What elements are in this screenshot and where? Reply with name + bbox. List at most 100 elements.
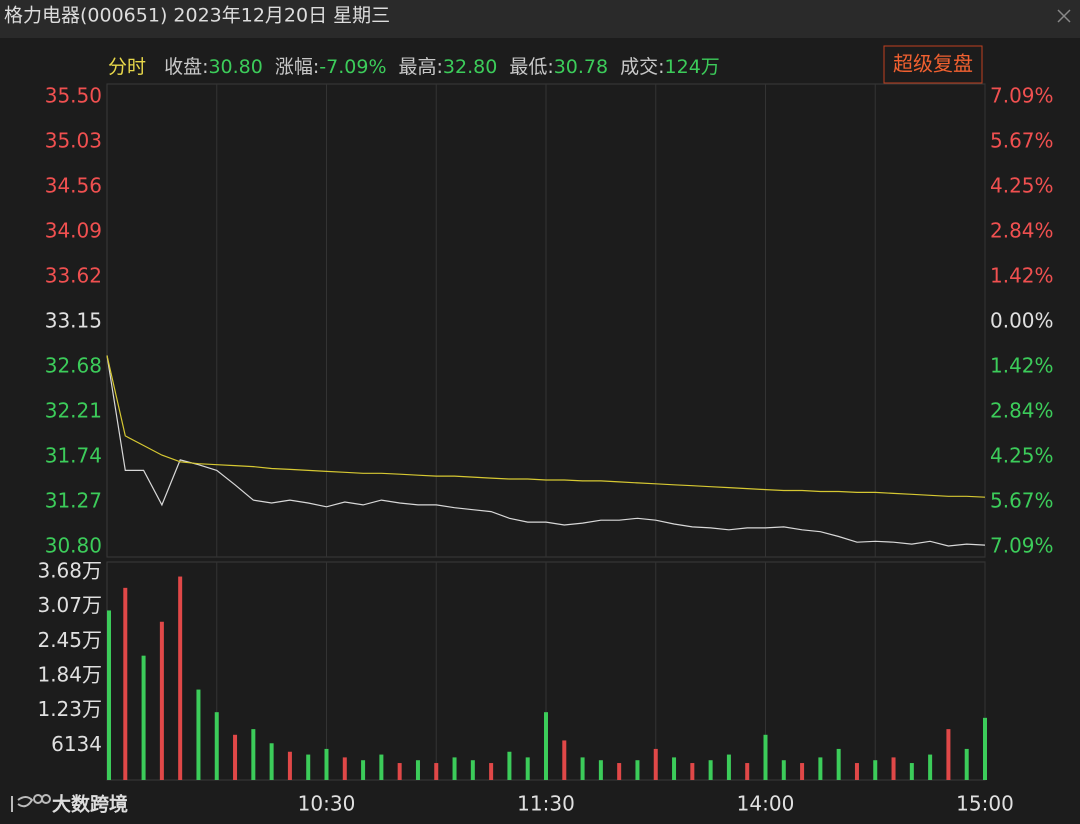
x-tick-label: 10:30 bbox=[298, 792, 356, 816]
y-tick-label: 33.62 bbox=[45, 264, 102, 288]
y-tick-label: 3.07万 bbox=[37, 593, 102, 617]
volume-bar bbox=[928, 754, 933, 780]
stat-label: 成交: bbox=[620, 56, 664, 78]
y2-tick-label: 4.25% bbox=[990, 174, 1054, 198]
title: 格力电器(000651) 2023年12月20日 星期三 bbox=[4, 5, 390, 27]
stat-label: 收盘: bbox=[164, 56, 208, 78]
volume-bar bbox=[379, 754, 384, 780]
volume-bar bbox=[525, 757, 530, 780]
y-tick-label: 1.23万 bbox=[37, 697, 102, 721]
stat-label: 最低: bbox=[509, 56, 553, 78]
x-tick-label: 11:30 bbox=[517, 792, 575, 816]
volume-bar bbox=[415, 760, 420, 780]
volume-bar bbox=[470, 760, 475, 780]
stat-label: 最高: bbox=[399, 56, 443, 78]
volume-bar bbox=[726, 754, 731, 780]
volume-bar bbox=[233, 734, 238, 780]
y2-tick-label: 2.84% bbox=[990, 399, 1054, 423]
y-tick-label: 6134 bbox=[51, 732, 102, 756]
volume-bar bbox=[854, 763, 859, 780]
volume-bar bbox=[763, 734, 768, 780]
volume-bar bbox=[324, 748, 329, 780]
y-tick-label: 3.68万 bbox=[37, 559, 102, 583]
volume-bar bbox=[983, 717, 987, 780]
y-tick-label: 31.27 bbox=[45, 489, 102, 513]
volume-bar bbox=[178, 576, 183, 780]
volume-bar bbox=[800, 763, 805, 780]
volume-bar bbox=[107, 610, 111, 780]
mode: 分时 bbox=[108, 56, 146, 78]
volume-bar bbox=[434, 763, 439, 780]
y2-tick-label: 1.42% bbox=[990, 263, 1054, 287]
volume-bar bbox=[617, 763, 622, 780]
y2-tick-label: 4.25% bbox=[990, 443, 1054, 467]
y2-tick-label: 5.67% bbox=[990, 129, 1054, 153]
x-tick-label: 14:00 bbox=[737, 792, 795, 816]
y-tick-label: 34.09 bbox=[45, 219, 102, 243]
volume-bar bbox=[635, 760, 640, 780]
volume-bar bbox=[653, 748, 658, 780]
y2-tick-label: 7.09% bbox=[990, 534, 1054, 558]
volume-bar bbox=[745, 763, 750, 780]
close-icon[interactable] bbox=[1057, 9, 1071, 23]
y2-tick-label: 7.09% bbox=[990, 84, 1054, 108]
volume-bar bbox=[891, 757, 896, 780]
volume-bar bbox=[708, 760, 713, 780]
volume-bar bbox=[598, 760, 603, 780]
volume-bar bbox=[544, 712, 548, 780]
y-tick-label: 34.56 bbox=[45, 174, 102, 198]
stat-value: 30.78 bbox=[554, 56, 608, 78]
volume-bar bbox=[964, 748, 969, 780]
y-tick-label: 1.84万 bbox=[37, 663, 102, 687]
volume-bar bbox=[818, 757, 823, 780]
y2-tick-label: 0.00% bbox=[990, 309, 1054, 333]
stat-value: 30.80 bbox=[208, 56, 262, 78]
volume-bar bbox=[562, 740, 567, 780]
y-tick-label: 35.03 bbox=[45, 129, 102, 153]
y-tick-label: 30.80 bbox=[45, 534, 102, 558]
info-row: 分时 收盘:30.80 涨幅:-7.09% 最高:32.80 最低:30.78 成交:1… bbox=[108, 56, 720, 78]
y2-tick-label: 1.42% bbox=[990, 354, 1054, 378]
volume-bar bbox=[251, 729, 256, 780]
volume-bar bbox=[690, 763, 695, 780]
volume-bar bbox=[580, 757, 585, 780]
watermark-logo bbox=[11, 794, 51, 812]
price-line bbox=[106, 355, 986, 547]
volume-bar bbox=[306, 754, 311, 780]
volume-bar bbox=[781, 760, 786, 780]
x-tick-label: 15:00 bbox=[956, 792, 1014, 816]
volume-bar bbox=[123, 587, 128, 780]
y-tick-label: 35.50 bbox=[45, 84, 102, 108]
volume-bar bbox=[196, 689, 201, 780]
volume-bar bbox=[909, 763, 914, 780]
y-tick-label: 33.15 bbox=[45, 309, 102, 333]
volume-bar bbox=[946, 729, 951, 780]
button-frame[interactable] bbox=[883, 45, 983, 84]
volume-bar bbox=[489, 763, 494, 780]
volume-bar bbox=[836, 748, 841, 780]
title-bar bbox=[0, 0, 1080, 38]
replay-button[interactable]: 超级复盘 bbox=[893, 52, 973, 76]
volume-bar bbox=[269, 743, 274, 780]
volume-bar bbox=[287, 751, 292, 780]
y-tick-label: 32.68 bbox=[45, 354, 102, 378]
volume-bar bbox=[452, 757, 457, 780]
volume-bar bbox=[214, 712, 219, 780]
stat-value: 124万 bbox=[665, 56, 720, 78]
y2-tick-label: 2.84% bbox=[990, 218, 1054, 242]
volume-bar bbox=[672, 757, 677, 780]
volume-bar bbox=[397, 763, 402, 780]
price-line bbox=[106, 355, 986, 498]
volume-bar bbox=[159, 621, 164, 780]
y-tick-label: 31.74 bbox=[45, 444, 102, 468]
stat-label: 涨幅: bbox=[275, 56, 319, 78]
volume-bar bbox=[507, 751, 512, 780]
volume-bar bbox=[342, 757, 347, 780]
stat-value: -7.09% bbox=[319, 56, 386, 78]
volume-bar bbox=[361, 760, 366, 780]
y-tick-label: 32.21 bbox=[45, 399, 102, 423]
watermark: 大数跨境 bbox=[52, 793, 128, 816]
volume-bar bbox=[141, 655, 146, 780]
